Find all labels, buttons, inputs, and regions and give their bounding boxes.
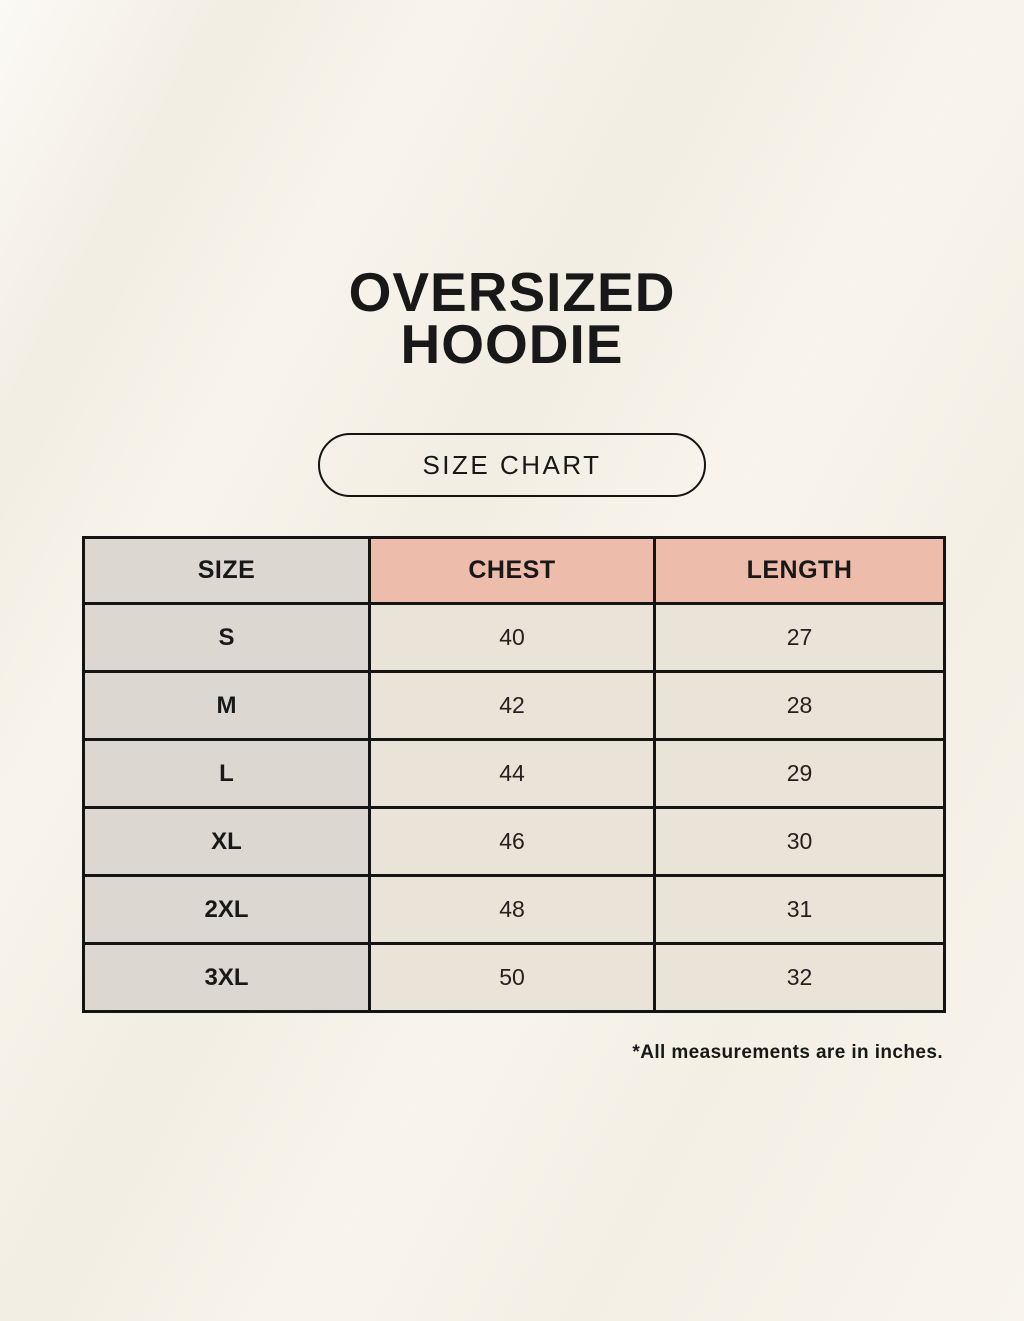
length-cell: 28 (653, 670, 946, 741)
chest-cell: 42 (368, 670, 656, 741)
length-cell: 27 (653, 602, 946, 673)
column-header-size: SIZE (82, 536, 371, 605)
size-cell: XL (82, 806, 371, 877)
size-chart-badge-label: SIZE CHART (422, 449, 602, 480)
table-row: L 44 29 (82, 738, 946, 809)
size-cell: L (82, 738, 371, 809)
table-row: XL 46 30 (82, 806, 946, 877)
page-title-line1: OVERSIZED (348, 261, 676, 323)
column-header-chest: CHEST (368, 536, 656, 605)
chest-cell: 44 (368, 738, 656, 809)
column-header-length: LENGTH (653, 536, 946, 605)
table-row: 3XL 50 32 (82, 942, 946, 1013)
chest-cell: 50 (368, 942, 656, 1013)
length-cell: 29 (653, 738, 946, 809)
length-cell: 31 (653, 874, 946, 945)
length-cell: 30 (653, 806, 946, 877)
table-row: S 40 27 (82, 602, 946, 673)
table-row: M 42 28 (82, 670, 946, 741)
chest-cell: 46 (368, 806, 656, 877)
size-table: SIZE CHEST LENGTH S 40 27 M 42 28 L 44 2… (82, 536, 946, 1013)
size-cell: 3XL (82, 942, 371, 1013)
chest-cell: 40 (368, 602, 656, 673)
size-cell: S (82, 602, 371, 673)
table-row: 2XL 48 31 (82, 874, 946, 945)
length-cell: 32 (653, 942, 946, 1013)
size-cell: M (82, 670, 371, 741)
size-cell: 2XL (82, 874, 371, 945)
table-header-row: SIZE CHEST LENGTH (82, 536, 946, 605)
chest-cell: 48 (368, 874, 656, 945)
size-chart-badge[interactable]: SIZE CHART (318, 433, 706, 497)
measurement-units-note: *All measurements are in inches. (632, 1042, 943, 1063)
page-title-line2: HOODIE (400, 313, 624, 375)
page-title: OVERSIZED HOODIE (0, 265, 1024, 372)
